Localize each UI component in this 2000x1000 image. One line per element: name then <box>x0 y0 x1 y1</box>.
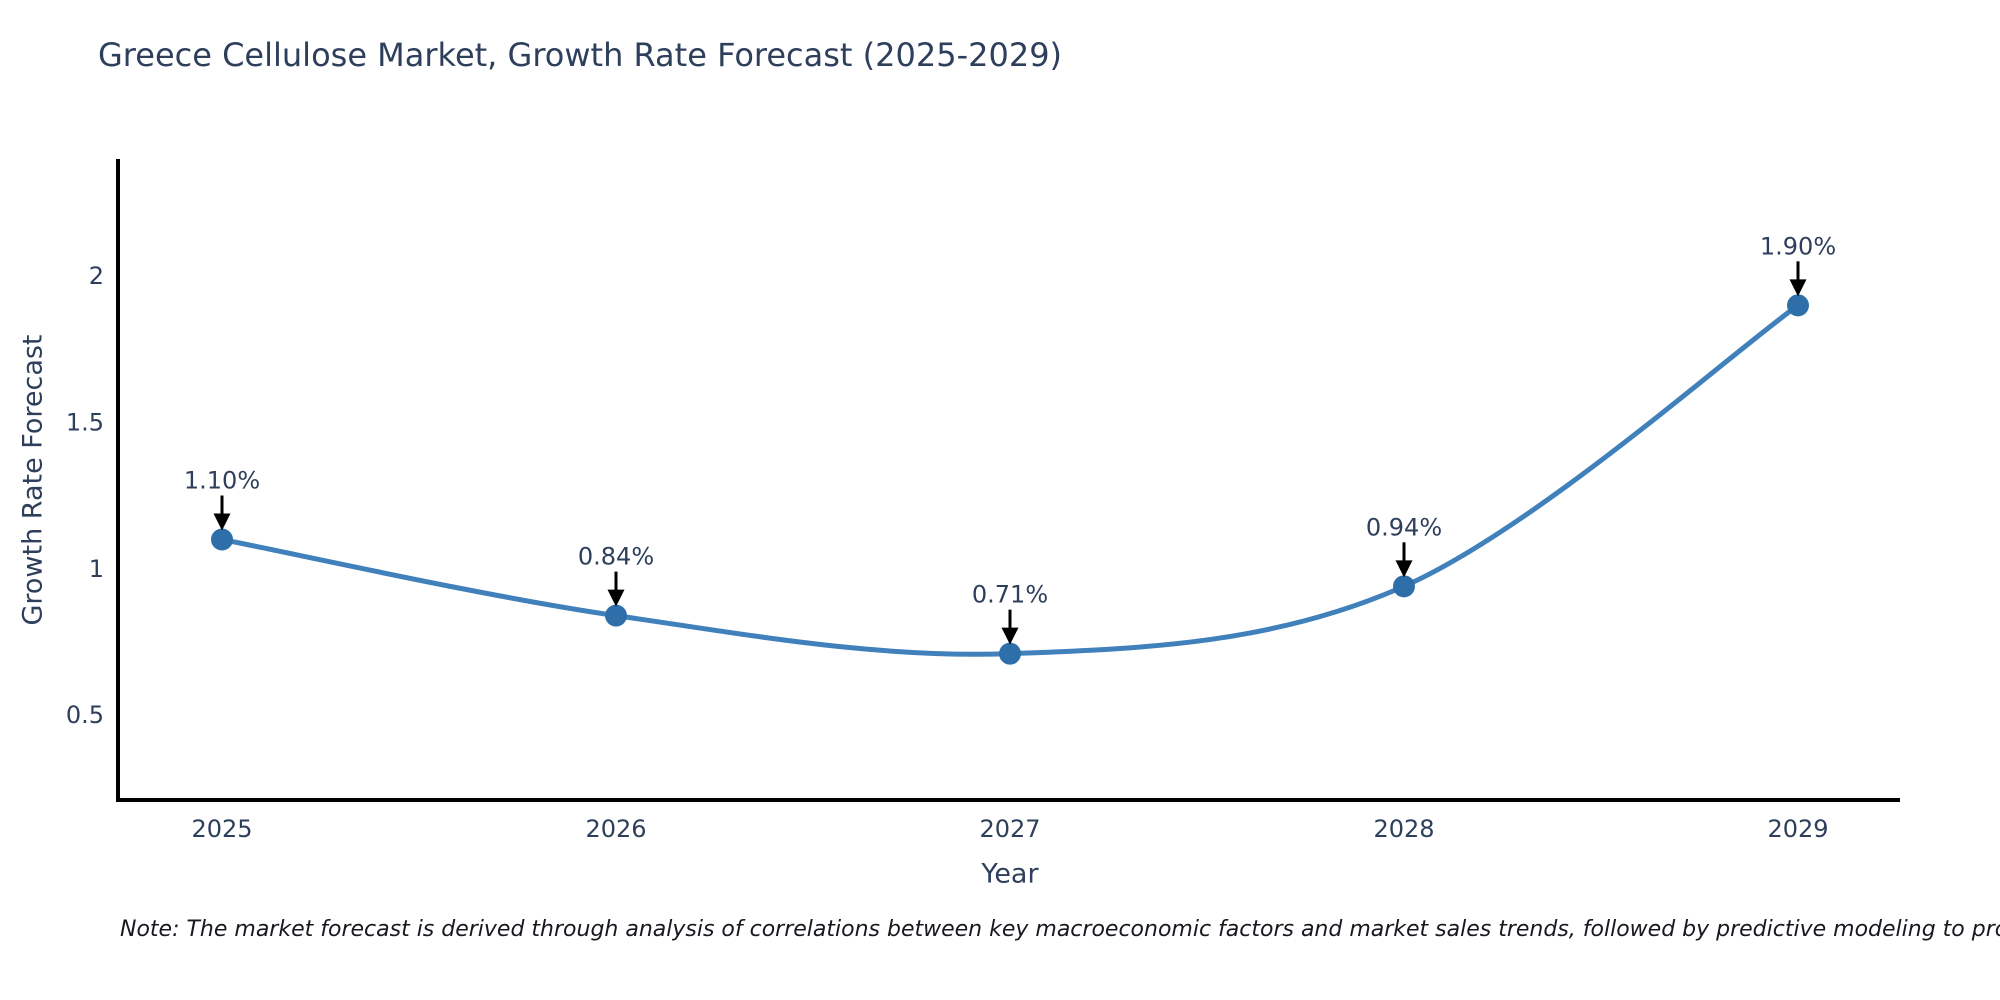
y-tick-label: 2 <box>89 262 104 290</box>
data-point <box>211 528 233 551</box>
annotation-label: 1.90% <box>1760 232 1836 260</box>
annotation-label: 0.94% <box>1366 513 1442 541</box>
y-tick-label: 1.5 <box>66 408 104 436</box>
x-tick-label: 2027 <box>979 815 1040 843</box>
data-point <box>999 642 1021 665</box>
annotation-label: 0.71% <box>972 581 1048 609</box>
y-tick-label: 1 <box>89 555 104 583</box>
x-tick-label: 2029 <box>1767 815 1828 843</box>
annotation-label: 1.10% <box>184 467 260 495</box>
footnote: Note: The market forecast is derived thr… <box>120 917 2000 942</box>
data-point <box>1393 575 1415 598</box>
x-tick-label: 2025 <box>191 815 252 843</box>
x-axis-title: Year <box>981 858 1039 890</box>
chart-title: Greece Cellulose Market, Growth Rate For… <box>98 36 1063 74</box>
annotation-label: 0.84% <box>578 543 654 571</box>
data-point <box>1787 294 1809 317</box>
annotation-arrowhead <box>1001 627 1019 645</box>
annotation-arrowhead <box>607 589 625 607</box>
annotation-arrowhead <box>1789 279 1807 297</box>
annotation-arrowhead <box>213 513 231 531</box>
y-tick-label: 0.5 <box>66 701 104 729</box>
x-tick-label: 2026 <box>585 815 646 843</box>
annotation-arrowhead <box>1395 560 1413 578</box>
x-tick-label: 2028 <box>1373 815 1434 843</box>
data-point <box>605 604 627 627</box>
